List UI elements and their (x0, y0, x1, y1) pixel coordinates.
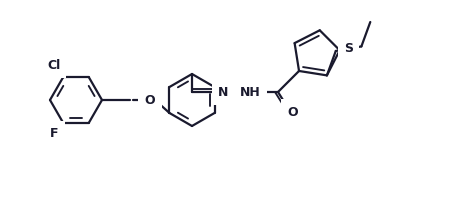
Text: Cl: Cl (47, 59, 60, 72)
Text: O: O (145, 94, 155, 107)
Text: NH: NH (239, 87, 260, 100)
Text: N: N (218, 85, 228, 99)
Text: S: S (344, 42, 353, 55)
Text: O: O (288, 105, 299, 118)
Text: F: F (50, 127, 59, 140)
